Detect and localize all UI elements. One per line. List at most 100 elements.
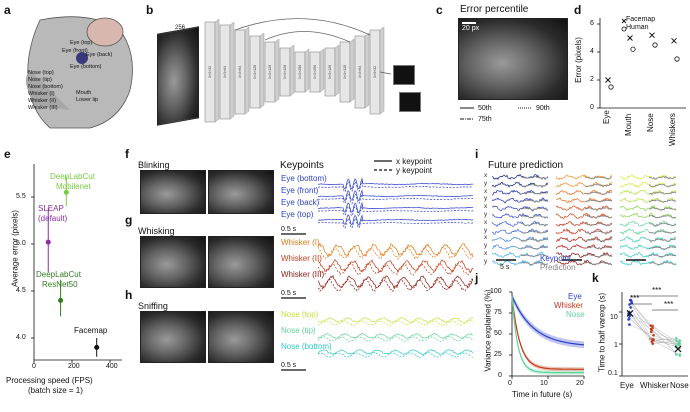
i-prediction-trace	[648, 246, 677, 250]
f-legend-lines	[374, 160, 392, 171]
kp-label-whisker-1: Whisker (I)	[28, 91, 55, 97]
g-trace-label-whisker-1: Whisker (I)	[281, 238, 320, 247]
i-prediction-trace	[520, 230, 549, 234]
net-block-side	[304, 48, 310, 93]
net-block-label: 3×3×32	[208, 66, 212, 78]
c-legend-90: 90th	[536, 105, 550, 112]
k-sig-2: ***	[652, 286, 662, 295]
i-prediction-trace	[520, 199, 549, 203]
k-eye-point	[629, 298, 633, 302]
i-prediction-trace	[585, 246, 613, 250]
net-block-label: 3×3×64	[238, 66, 242, 78]
i-prediction-trace	[521, 175, 549, 180]
k-xtick-nose: Nose	[670, 381, 689, 390]
h-trace-label-nose-top: Nose (top)	[281, 310, 319, 319]
i-keypoint-trace	[491, 251, 549, 258]
d-ytick-2: 2	[590, 76, 594, 83]
kp-label-eye-bottom: Eye (bottom)	[70, 64, 102, 70]
h-scale-label: 0.5 s	[281, 362, 297, 369]
i-keypoint-trace	[491, 259, 549, 266]
f-frame-2	[208, 170, 274, 214]
e-xlabel-2: (batch size = 1)	[28, 386, 83, 395]
i-keypoint-trace	[491, 244, 548, 250]
d-legend-facemap: Facemap	[626, 16, 656, 23]
d-legend-x	[621, 18, 627, 24]
i-keypoint-trace	[491, 220, 549, 228]
i-prediction-trace	[648, 176, 677, 180]
keypoint-trace	[317, 217, 473, 229]
i-prediction-trace	[520, 253, 549, 258]
e-ytick-5.5: 5.5	[16, 193, 26, 200]
net-block-side	[349, 38, 355, 103]
i-prediction-traces	[491, 173, 677, 266]
g-frame-1	[140, 236, 206, 288]
j-ytick-75: 75	[494, 309, 502, 316]
i-prediction-trace	[648, 214, 676, 219]
d-legend-o	[621, 26, 627, 32]
kp-label-nose-tip: Nose (tip)	[28, 77, 52, 83]
g-trace-label-whisker-2: Whisker (II)	[281, 254, 322, 263]
c-title: Error percentile	[460, 4, 529, 15]
f-trace-label-eye-bottom: Eye (bottom)	[281, 174, 327, 183]
i-keypoint-trace	[619, 244, 677, 251]
e-point	[63, 189, 69, 195]
panel-label-a: a	[4, 3, 11, 17]
f-legend-x: x keypoint	[396, 157, 433, 166]
i-prediction-trace	[520, 207, 549, 211]
net-block-side	[244, 26, 250, 115]
f-scale-label: 0.5 s	[281, 226, 297, 233]
k-whisker-point	[652, 333, 655, 337]
panel-label-b: b	[146, 3, 154, 17]
panel-a: Nose (top) Nose (tip) Nose (bottom) Whis…	[10, 10, 140, 130]
keypoint-trace	[317, 317, 473, 324]
k-nose-point	[678, 354, 682, 357]
kp-label-mouth: Mouth	[76, 90, 92, 96]
k-ylabel: Time to half varexp (s)	[597, 292, 607, 373]
e-xlabel: Processing speed (FPS)	[6, 376, 93, 385]
j-xtick-10: 10	[540, 380, 548, 387]
i-prediction-trace	[584, 238, 613, 242]
i-prediction-trace	[648, 191, 677, 196]
j-xtick-20: 20	[576, 380, 584, 387]
f-keypoints-title: Keypoints	[280, 160, 324, 171]
panel-label-i: i	[475, 147, 479, 161]
k-xtick-eye: Eye	[620, 381, 634, 390]
i-prediction-trace	[521, 222, 549, 227]
h-frame-1	[140, 311, 206, 363]
i-prediction-trace	[648, 222, 677, 227]
i-keypoint-trace	[555, 259, 613, 266]
e-point	[94, 344, 100, 350]
d-ytick-0: 0	[590, 104, 594, 111]
k-eye-point	[630, 301, 634, 305]
kp-label-eye-front: Eye (front)	[62, 48, 88, 54]
g-trace-label-whisker-3: Whisker (III)	[281, 270, 325, 279]
e-ytick-4.0: 4.0	[16, 334, 26, 341]
j-legend-eye: Eye	[568, 292, 582, 301]
i-prediction-trace	[649, 238, 677, 243]
i-prediction-trace	[648, 253, 677, 258]
net-block-label: 3×3×128	[328, 65, 332, 79]
f-title: Blinking	[138, 160, 170, 170]
keypoint-trace	[317, 349, 473, 355]
keypoint-trace	[317, 319, 473, 326]
d-facemap-mark	[671, 37, 677, 44]
k-subject-line	[629, 324, 679, 345]
net-block-side	[274, 38, 280, 103]
net-block-label: 3×3×128	[283, 65, 287, 79]
k-ytick-0.1: 0.1	[608, 370, 618, 377]
kp-label-lower-lip: Lower lip	[76, 97, 99, 103]
panel-label-g: g	[125, 213, 133, 227]
i-prediction-trace	[584, 199, 612, 203]
keypoint-trace	[317, 242, 473, 258]
output-map-2	[399, 92, 421, 112]
e-xtick-0: 0	[32, 363, 36, 370]
keypoint-trace	[317, 258, 473, 274]
net-block-label: 3×3×128	[268, 65, 272, 79]
kp-label-nose-bottom: Nose (bottom)	[28, 84, 63, 90]
kp-label-eye-top: Eye (top)	[70, 40, 93, 46]
d-xtick-eye: Eye	[602, 110, 611, 124]
j-ytick-50: 50	[494, 330, 502, 337]
panel-label-e: e	[4, 147, 11, 161]
d-ytick-6: 6	[590, 20, 594, 27]
d-human-mark	[630, 46, 636, 52]
